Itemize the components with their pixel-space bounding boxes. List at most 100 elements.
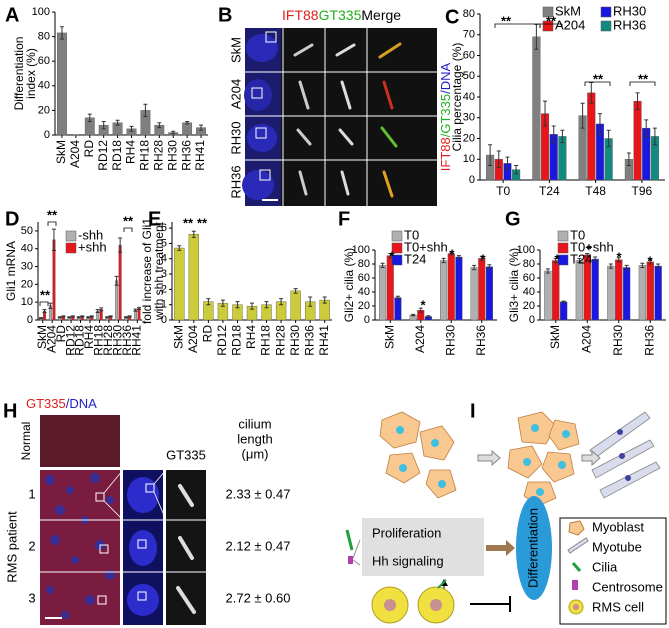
- bar: [52, 239, 56, 321]
- error-bar: [644, 119, 649, 137]
- x-tick-label: RD18: [110, 140, 124, 171]
- bracket: [584, 81, 611, 86]
- panel-label: C: [445, 6, 459, 28]
- row-label: RH36: [228, 165, 243, 198]
- error-bar: [157, 122, 162, 129]
- bar: [455, 256, 463, 321]
- y-tick-label: 10: [463, 153, 475, 165]
- error-bar: [124, 316, 129, 319]
- patient-label: RMS patient: [4, 511, 19, 583]
- y-tick-label: 3: [161, 268, 167, 280]
- x-tick-label: RH18: [259, 325, 273, 356]
- error-bar: [585, 253, 590, 257]
- row-label: A204: [228, 79, 243, 109]
- error-bar: [648, 259, 653, 265]
- x-tick-label: RH28: [101, 325, 115, 356]
- error-bar: [514, 164, 519, 175]
- x-tick-label: SkM: [548, 325, 562, 349]
- x-tick-label: T48: [585, 184, 606, 198]
- bar: [532, 36, 541, 181]
- legend-label: Centrosome: [592, 579, 663, 594]
- y-tick-label: 20: [38, 104, 50, 116]
- x-tick-label: RH30: [288, 325, 302, 356]
- x-tick-label: RH28: [151, 140, 165, 171]
- h-title: GT335/DNA: [26, 396, 97, 411]
- x-tick-label: RH36: [474, 325, 488, 356]
- error-bar: [472, 264, 477, 271]
- bar: [587, 92, 596, 181]
- y-tick-label: 10: [21, 296, 33, 308]
- panel-label: H: [3, 400, 17, 422]
- bar: [552, 260, 560, 321]
- annotation: **: [123, 213, 134, 228]
- error-bar: [108, 315, 113, 318]
- x-tick-label: RH18: [138, 140, 152, 171]
- x-tick-label: RH41: [317, 325, 331, 356]
- panel-label: A: [5, 4, 19, 26]
- stain-title: IFT88GT335Merge: [282, 7, 401, 23]
- annotation: *: [420, 297, 426, 312]
- error-bar: [61, 315, 66, 318]
- x-tick-label: RH36: [120, 325, 134, 356]
- legend-label: RH36: [613, 17, 646, 32]
- y-tick-label: 50: [21, 225, 33, 237]
- x-tick-label: SkM: [54, 140, 68, 164]
- x-tick-label: RD: [201, 325, 215, 343]
- y-axis-title: Cilia percentage (%): [450, 43, 464, 152]
- error-bar: [115, 119, 120, 126]
- error-bar: [635, 92, 640, 110]
- y-tick-label: 0: [27, 314, 33, 326]
- annotation: *: [616, 249, 622, 264]
- error-bar: [449, 251, 454, 256]
- error-bar: [191, 230, 196, 238]
- y-tick-label: 20: [358, 300, 370, 312]
- x-tick-label: T96: [632, 184, 653, 198]
- error-bar: [388, 253, 393, 259]
- x-tick-label: RH30: [611, 325, 625, 356]
- y-tick-label: 5: [161, 237, 167, 249]
- error-bar: [105, 316, 110, 319]
- x-tick-label: A204: [579, 325, 593, 353]
- y-tick-label: 80: [358, 258, 370, 270]
- x-tick-label: RH41: [129, 325, 143, 356]
- y-axis-title: Gli2+ cilia (%): [342, 248, 356, 322]
- x-tick-label: RD: [54, 325, 68, 343]
- y-tick-label: 0: [529, 314, 535, 326]
- legend-swatch: [391, 254, 403, 266]
- legend-swatch: [600, 6, 612, 18]
- y-tick-label: 1: [161, 299, 167, 311]
- x-tick-label: RH18: [92, 325, 106, 356]
- y-tick-label: 100: [352, 244, 370, 256]
- panel-label: D: [5, 208, 19, 230]
- bar: [622, 267, 631, 321]
- error-bar: [441, 257, 446, 264]
- error-bar: [279, 298, 284, 306]
- y-tick-label: 0: [161, 314, 167, 326]
- error-bar: [652, 127, 657, 146]
- error-bar: [67, 316, 72, 319]
- panel-h-images: [40, 415, 206, 625]
- bracket: [47, 221, 57, 226]
- error-bar: [220, 299, 225, 307]
- error-bar: [487, 264, 492, 270]
- error-bar: [95, 309, 100, 314]
- error-bar: [580, 102, 585, 129]
- y-axis-title: fold increase of Gli1: [140, 218, 154, 324]
- y-tick-label: 80: [523, 258, 535, 270]
- bar: [478, 258, 486, 321]
- x-tick-label: RD18: [230, 325, 244, 356]
- legend-swatch: [65, 242, 77, 254]
- error-bar: [70, 315, 75, 318]
- panel-b-images: [242, 28, 437, 206]
- error-bar: [206, 298, 211, 306]
- y-tick-label: 60: [523, 272, 535, 284]
- annotation: **: [593, 71, 604, 86]
- x-tick-label: A204: [68, 140, 82, 168]
- error-bar: [505, 156, 510, 171]
- error-bar: [57, 316, 62, 319]
- annotation: **: [40, 287, 51, 302]
- length-label: (μm): [242, 446, 269, 461]
- x-tick-label: T0: [496, 184, 510, 198]
- error-bar: [86, 316, 91, 319]
- x-tick-label: RH36: [302, 325, 316, 356]
